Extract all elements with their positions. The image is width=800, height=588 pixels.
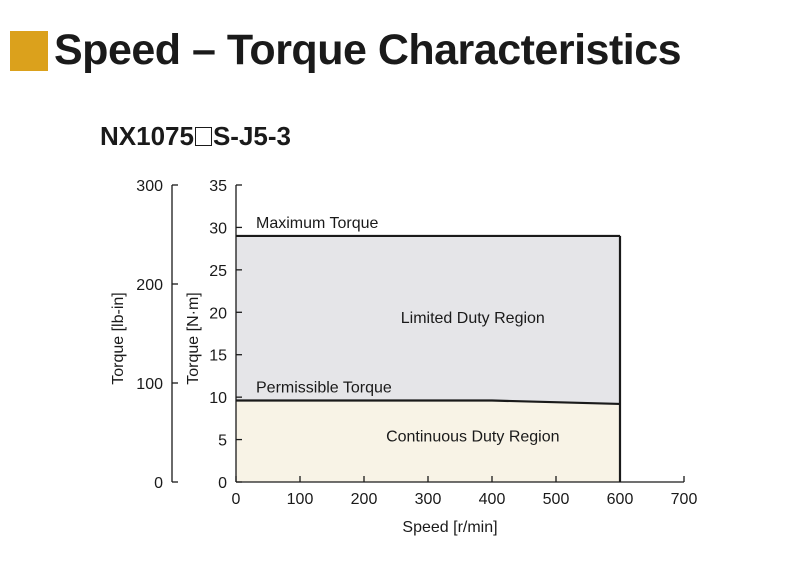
page-title: Speed – Torque Characteristics: [54, 26, 682, 74]
maximum-torque-label: Maximum Torque: [256, 215, 379, 232]
model-suffix: S-J5-3: [212, 121, 292, 151]
x-tick-label: 100: [287, 491, 314, 508]
x-tick-label: 500: [543, 491, 570, 508]
secondary-y-tick-label: 100: [136, 376, 163, 393]
limited-duty-region-label: Limited Duty Region: [401, 310, 545, 327]
axes-layer: 0 100 200 300 400 500 600 700 0 5 10 15 20 25 30 35 0 100…: [136, 178, 697, 508]
x-tick-label: 0: [232, 491, 241, 508]
x-tick-label: 300: [415, 491, 442, 508]
x-axis-title: Speed [r/min]: [402, 519, 497, 536]
continuous-duty-region: [236, 400, 620, 482]
x-tick-label: 700: [671, 491, 698, 508]
secondary-y-axis-title: Torque [lb-in]: [110, 292, 127, 385]
y-tick-label: 15: [209, 348, 227, 365]
lines-layer: [236, 234, 622, 482]
y-tick-label: 10: [209, 390, 227, 407]
model-name: NX1075 S-J5-3: [100, 120, 291, 152]
x-tick-label: 200: [351, 491, 378, 508]
permissible-torque-label: Permissible Torque: [256, 380, 392, 397]
continuous-duty-region-label: Continuous Duty Region: [386, 429, 559, 446]
labels-layer: Speed [r/min] Torque [N·m] Torque [lb-in] M…: [110, 215, 560, 536]
limited-duty-region: [236, 235, 620, 404]
secondary-y-tick-label: 200: [136, 277, 163, 294]
secondary-y-tick-label: 300: [136, 178, 163, 195]
permissible-torque-line: [236, 399, 621, 406]
y-tick-label: 35: [209, 178, 227, 195]
model-prefix: NX1075: [100, 121, 194, 151]
regions-layer: [236, 235, 620, 482]
y-tick-label: 20: [209, 305, 227, 322]
y-tick-label: 5: [218, 433, 227, 450]
secondary-y-tick-label: 0: [154, 475, 163, 492]
y-axis-title: Torque [N·m]: [185, 292, 202, 384]
x-tick-label: 400: [479, 491, 506, 508]
y-tick-label: 30: [209, 220, 227, 237]
model-placeholder-box: [194, 127, 212, 146]
x-tick-label: 600: [607, 491, 634, 508]
y-tick-label: 25: [209, 263, 227, 280]
header-accent-block: [10, 31, 48, 71]
y-tick-label: 0: [218, 475, 227, 492]
